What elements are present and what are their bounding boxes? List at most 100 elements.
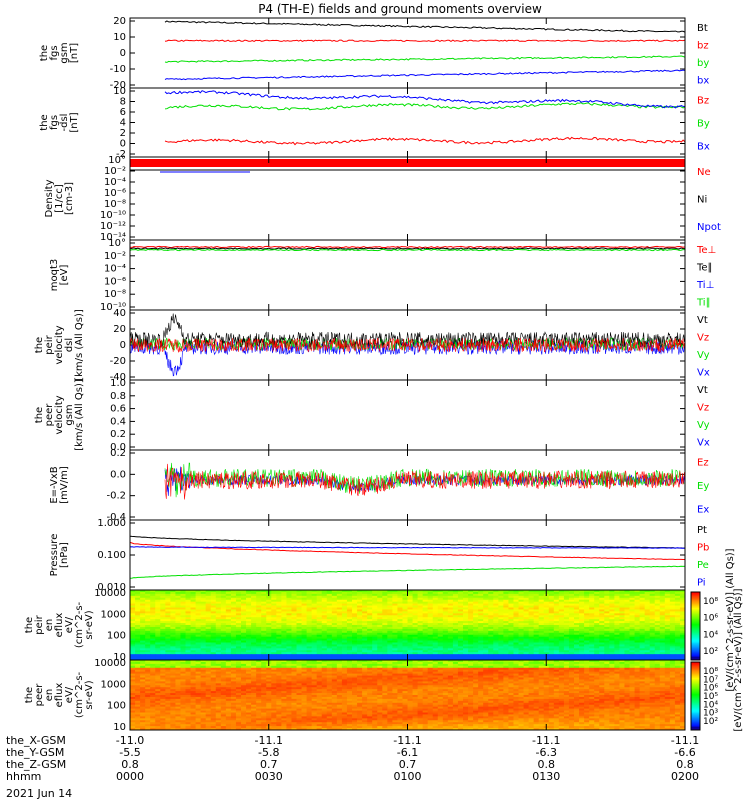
heatmap-cell (649, 595, 656, 599)
heatmap-cell (639, 593, 646, 597)
heatmap-cell (639, 601, 646, 605)
heatmap-cell (256, 599, 262, 603)
heatmap-cell (619, 590, 625, 593)
heatmap-cell (397, 591, 403, 595)
heatmap-cell (508, 590, 514, 593)
heatmap-cell (352, 601, 358, 605)
heatmap-cell (503, 590, 509, 593)
heatmap-cell (362, 609, 368, 612)
heatmap-cell (276, 597, 282, 601)
heatmap-cell (639, 590, 646, 593)
heatmap-cell (432, 591, 439, 595)
heatmap-cell (674, 607, 681, 610)
heatmap-cell (614, 595, 620, 599)
heatmap-cell (200, 605, 207, 608)
heatmap-cell (558, 590, 565, 593)
heatmap-cell (488, 605, 494, 608)
heatmap-cell (614, 601, 620, 605)
heatmap-cell (392, 590, 398, 593)
heatmap-cell (568, 591, 575, 595)
heatmap-cell (629, 590, 635, 593)
heatmap-cell (669, 597, 676, 601)
heatmap-cell (548, 597, 555, 601)
heatmap-cell (679, 607, 686, 610)
heatmap-cell (135, 607, 141, 610)
heatmap-cell (140, 611, 146, 614)
heatmap-cell (306, 607, 313, 610)
heatmap-cell (301, 591, 307, 595)
heatmap-cell (377, 601, 383, 605)
heatmap-cell (523, 590, 529, 593)
heatmap-cell (579, 603, 585, 606)
heatmap-cell (599, 595, 605, 599)
heatmap-cell (140, 607, 146, 610)
heatmap-cell (321, 591, 328, 595)
heatmap-cell (629, 591, 635, 595)
heatmap-cell (367, 595, 373, 599)
heatmap-cell (498, 605, 504, 608)
heatmap-cell (382, 609, 388, 612)
heatmap-cell (452, 593, 459, 597)
heatmap-cell (432, 590, 439, 593)
heatmap-cell (442, 601, 449, 605)
heatmap-cell (674, 593, 681, 597)
heatmap-cell (185, 607, 191, 610)
y-axis-label: the (34, 407, 45, 423)
heatmap-cell (331, 590, 338, 593)
heatmap-cell (215, 597, 222, 601)
heatmap-cell (463, 597, 469, 601)
heatmap-cell (563, 605, 570, 608)
heatmap-cell (271, 597, 277, 601)
heatmap-cell (251, 595, 257, 599)
y-tick-label: 0.0 (110, 442, 126, 453)
heatmap-cell (160, 611, 166, 614)
heatmap-cell (548, 603, 555, 606)
heatmap-cell (574, 597, 580, 601)
heatmap-cell (437, 597, 444, 601)
heatmap-cell (130, 591, 136, 595)
y-axis-label: sr-eV) (84, 610, 95, 639)
heatmap-cell (341, 609, 348, 612)
heatmap-cell (215, 607, 222, 610)
heatmap-cell (200, 590, 207, 593)
heatmap-cell (457, 603, 464, 606)
heatmap-cell (654, 597, 661, 601)
heatmap-cell (523, 601, 529, 605)
heatmap-cell (528, 607, 535, 610)
heatmap-cell (412, 593, 418, 597)
heatmap-cell (543, 605, 550, 608)
heatmap-cell (624, 609, 630, 612)
heatmap-cell (513, 593, 519, 597)
heatmap-cell (614, 607, 620, 610)
heatmap-cell (200, 591, 207, 595)
heatmap-cell (336, 605, 343, 608)
heatmap-cell (331, 599, 338, 603)
heatmap-cell (498, 603, 504, 606)
heatmap-cell (215, 595, 222, 599)
y-tick-label: 1000 (101, 609, 126, 620)
heatmap-cell (528, 599, 535, 603)
heatmap-cell (382, 607, 388, 610)
heatmap-cell (553, 599, 560, 603)
heatmap-cell (457, 595, 464, 599)
heatmap-cell (266, 609, 272, 612)
heatmap-cell (362, 595, 368, 599)
heatmap-cell (483, 605, 489, 608)
heatmap-cell (251, 599, 257, 603)
heatmap-cell (528, 601, 535, 605)
heatmap-cell (261, 607, 267, 610)
heatmap-cell (679, 609, 686, 612)
heatmap-cell (281, 591, 287, 595)
heatmap-cell (528, 591, 535, 595)
heatmap-cell (341, 611, 348, 614)
heatmap-cell (362, 611, 368, 614)
y-tick-label: -20 (110, 80, 126, 91)
legend-label: Bz (697, 96, 709, 107)
heatmap-cell (397, 597, 403, 601)
heatmap-cell (185, 603, 191, 606)
heatmap-cell (478, 593, 484, 597)
heatmap-cell (679, 591, 686, 595)
heatmap-cell (568, 597, 575, 601)
heatmap-cell (629, 597, 635, 601)
heatmap-cell (387, 605, 393, 608)
